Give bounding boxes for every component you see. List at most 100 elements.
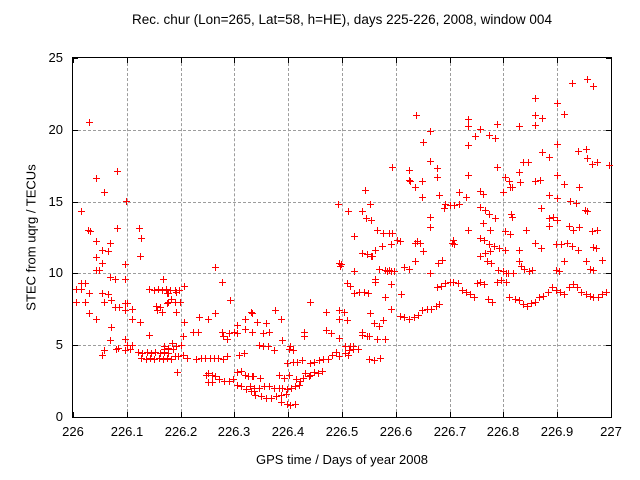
- data-point: [174, 368, 182, 376]
- data-point: [276, 371, 284, 379]
- data-point: [390, 268, 398, 276]
- data-point: [254, 318, 262, 326]
- data-point: [516, 258, 524, 266]
- data-point: [341, 343, 349, 351]
- data-point: [594, 294, 602, 302]
- data-point: [354, 346, 362, 353]
- data-point: [467, 291, 475, 299]
- data-point: [219, 333, 227, 341]
- data-point: [294, 358, 302, 366]
- data-point: [81, 279, 89, 287]
- data-point: [366, 356, 374, 364]
- x-tick-label: 226: [62, 424, 84, 439]
- data-point: [285, 346, 293, 353]
- data-point: [583, 76, 591, 84]
- data-point: [493, 278, 501, 286]
- data-point: [531, 111, 539, 119]
- data-point: [346, 347, 354, 355]
- data-point: [113, 225, 121, 233]
- data-point: [284, 360, 292, 368]
- data-point: [225, 330, 233, 338]
- data-point: [241, 315, 249, 323]
- data-point: [164, 290, 172, 297]
- data-point: [553, 195, 561, 203]
- data-point: [279, 384, 287, 392]
- axis-tick: [342, 412, 343, 417]
- data-point: [121, 347, 129, 355]
- axis-tick: [611, 412, 612, 417]
- data-point: [215, 354, 223, 362]
- data-point: [492, 134, 500, 142]
- data-point: [101, 347, 109, 355]
- x-tick-label: 226.8: [486, 424, 520, 439]
- data-point: [561, 180, 569, 188]
- data-point: [368, 216, 376, 224]
- data-point: [108, 324, 116, 332]
- data-point: [263, 320, 271, 328]
- data-point: [546, 215, 554, 223]
- data-point: [229, 376, 237, 384]
- data-point: [127, 346, 135, 353]
- grid-line-vertical: [127, 58, 128, 417]
- data-point: [165, 350, 173, 358]
- data-point: [129, 305, 137, 313]
- data-point: [223, 335, 231, 343]
- data-point: [438, 282, 446, 290]
- axis-tick: [73, 345, 78, 346]
- axis-tick: [73, 130, 78, 131]
- data-point: [567, 198, 575, 206]
- data-point: [517, 179, 525, 187]
- data-point: [310, 368, 318, 376]
- data-point: [553, 287, 561, 295]
- data-point: [287, 402, 295, 409]
- data-point: [92, 175, 100, 183]
- data-point: [101, 189, 109, 197]
- data-point: [99, 351, 107, 359]
- data-point: [498, 277, 506, 285]
- data-point: [301, 328, 309, 336]
- data-point: [268, 394, 276, 402]
- data-point: [258, 393, 266, 401]
- data-point: [556, 288, 564, 296]
- data-point: [85, 119, 93, 127]
- data-point: [138, 354, 146, 362]
- data-point: [329, 351, 337, 359]
- data-point: [435, 192, 443, 200]
- data-point: [283, 400, 291, 408]
- axis-tick: [342, 58, 343, 63]
- data-point: [523, 226, 531, 234]
- data-point: [451, 202, 459, 210]
- data-point: [283, 386, 291, 394]
- data-point: [519, 301, 527, 309]
- data-point: [223, 353, 231, 361]
- data-point: [504, 269, 512, 277]
- data-point: [575, 223, 583, 231]
- data-point: [553, 241, 561, 249]
- data-point: [300, 333, 308, 341]
- data-point: [590, 294, 598, 302]
- data-point: [306, 371, 314, 379]
- data-point: [558, 241, 565, 249]
- data-point: [424, 305, 432, 313]
- data-point: [433, 173, 441, 181]
- data-point: [493, 163, 501, 171]
- data-point: [208, 379, 216, 387]
- data-point: [277, 315, 285, 323]
- data-point: [364, 290, 372, 297]
- data-point: [433, 284, 441, 292]
- data-point: [272, 307, 280, 315]
- data-point: [531, 177, 539, 185]
- data-point: [485, 241, 493, 249]
- data-point: [121, 335, 129, 343]
- data-point: [197, 354, 205, 362]
- data-point: [442, 279, 450, 287]
- data-point: [210, 354, 218, 362]
- data-point: [142, 356, 150, 364]
- data-point: [336, 315, 344, 323]
- data-point: [143, 348, 151, 356]
- axis-tick: [127, 412, 128, 417]
- data-point: [278, 399, 286, 407]
- data-point: [389, 229, 397, 237]
- data-point: [271, 347, 279, 355]
- data-point: [344, 351, 352, 359]
